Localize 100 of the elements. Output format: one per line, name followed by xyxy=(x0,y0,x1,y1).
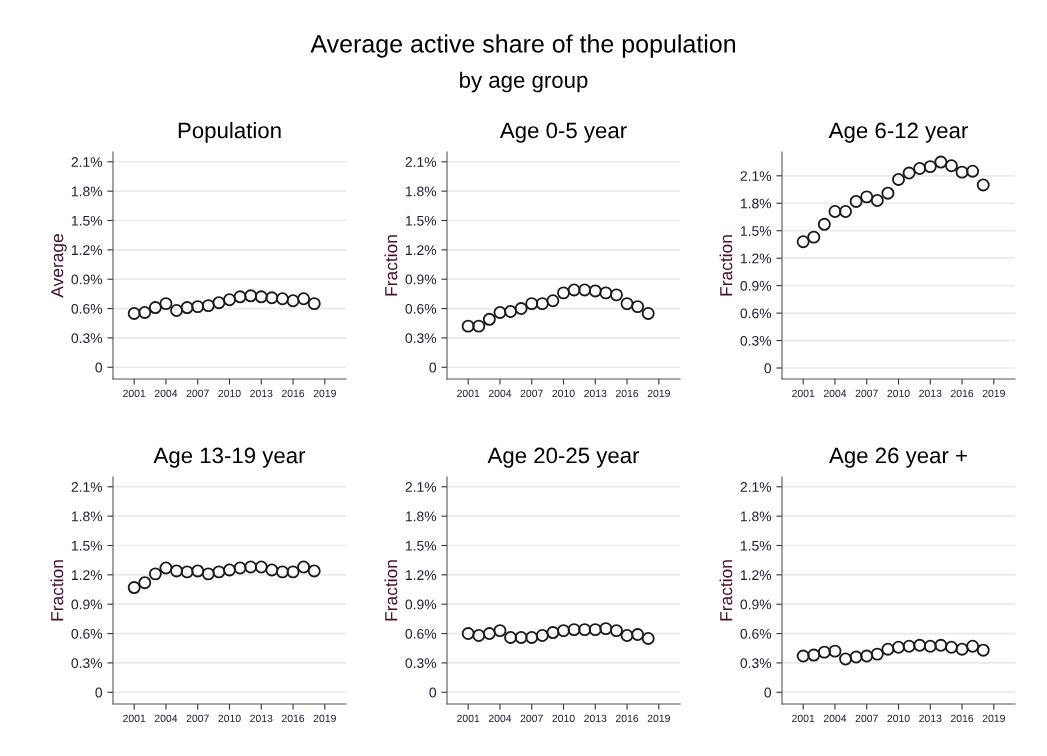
x-tick-label: 2010 xyxy=(552,714,575,723)
point xyxy=(191,300,205,314)
chart-title: Population xyxy=(178,122,281,143)
point xyxy=(286,565,300,579)
point xyxy=(254,560,268,574)
x-tick-label: 2004 xyxy=(488,714,512,723)
x-tick-label: 2004 xyxy=(823,389,847,398)
y-axis-title: Fraction xyxy=(719,560,733,621)
point xyxy=(976,643,990,657)
point xyxy=(254,290,268,304)
chart-title: Age 13-19 year xyxy=(153,447,306,468)
x-tick-label: 2001 xyxy=(792,389,815,398)
y-tick-label: 1.5% xyxy=(740,226,772,236)
point xyxy=(212,565,226,579)
y-tick-label: 0.9% xyxy=(71,599,103,610)
y-tick-label: 1.8% xyxy=(405,511,437,522)
y-tick-label: 0.6% xyxy=(405,303,437,314)
point xyxy=(127,306,141,320)
point xyxy=(482,312,496,326)
y-tick-label: 0 xyxy=(429,687,437,698)
y-tick-label: 1.5% xyxy=(405,215,437,226)
point xyxy=(923,639,937,653)
point xyxy=(902,639,916,653)
point xyxy=(275,292,289,306)
x-tick-label: 2007 xyxy=(855,389,878,398)
y-tick-label: 0.9% xyxy=(405,599,437,610)
x-tick-label: 2013 xyxy=(584,389,607,398)
point xyxy=(223,293,236,307)
y-tick-label: 0.6% xyxy=(405,628,437,639)
y-tick-label: 1.2% xyxy=(740,253,772,264)
point xyxy=(817,217,831,231)
y-tick-label: 0.6% xyxy=(740,628,772,639)
text: by age group xyxy=(460,71,588,93)
x-tick-label: 2007 xyxy=(520,389,543,398)
point xyxy=(223,563,236,577)
point xyxy=(127,581,141,595)
point xyxy=(860,649,874,663)
x-tick-label: 2019 xyxy=(982,714,1005,723)
point xyxy=(976,178,990,192)
x-tick-label: 2013 xyxy=(919,714,942,723)
point xyxy=(966,164,980,178)
point xyxy=(849,650,863,664)
point xyxy=(870,647,884,661)
point xyxy=(609,288,623,302)
point xyxy=(148,301,162,315)
point xyxy=(588,284,602,298)
y-tick-label: 1.5% xyxy=(71,215,103,226)
point xyxy=(461,319,475,333)
point xyxy=(796,649,810,663)
y-tick-label: 1.8% xyxy=(405,186,437,197)
x-tick-label: 2016 xyxy=(950,714,974,723)
x-tick-label: 2019 xyxy=(647,714,670,723)
point xyxy=(631,300,645,314)
point xyxy=(180,301,194,315)
x-tick-label: 2019 xyxy=(647,389,670,398)
y-tick-label: 2.1% xyxy=(71,482,103,492)
y-tick-label: 0.3% xyxy=(71,333,103,344)
y-tick-label: 2.1% xyxy=(740,482,772,492)
point xyxy=(191,564,205,578)
point xyxy=(138,306,152,319)
point xyxy=(233,290,247,304)
point xyxy=(525,297,539,311)
y-axis-title: Average xyxy=(51,234,67,298)
y-tick-label: 0 xyxy=(764,363,772,374)
point xyxy=(148,567,162,581)
x-tick-label: 2004 xyxy=(154,389,178,398)
y-tick-label: 2.1% xyxy=(740,171,772,181)
y-tick-label: 1.8% xyxy=(71,186,103,197)
y-axis-title: Fraction xyxy=(719,235,733,296)
chart-title: Age 6-12 year xyxy=(828,122,968,143)
y-tick-label: 1.2% xyxy=(71,245,103,255)
point xyxy=(913,638,927,652)
point xyxy=(472,319,486,333)
x-tick-label: 2019 xyxy=(313,714,336,723)
x-tick-label: 2007 xyxy=(186,389,209,398)
point xyxy=(297,560,311,574)
y-tick-label: 0.9% xyxy=(405,274,437,285)
x-tick-label: 2001 xyxy=(123,389,146,398)
y-tick-label: 0.3% xyxy=(740,658,772,669)
x-tick-label: 2016 xyxy=(615,714,639,723)
point xyxy=(944,159,958,173)
y-tick-label: 1.2% xyxy=(405,570,437,580)
y-tick-label: 1.5% xyxy=(71,540,103,551)
point xyxy=(514,302,528,316)
text: Average active share of the population xyxy=(310,34,736,58)
point xyxy=(180,565,194,579)
point xyxy=(902,166,916,180)
y-tick-label: 1.5% xyxy=(405,540,437,551)
point xyxy=(796,235,810,249)
x-tick-label: 2007 xyxy=(186,714,209,723)
point xyxy=(265,291,279,305)
x-tick-label: 2019 xyxy=(982,389,1005,398)
point xyxy=(934,155,948,169)
point xyxy=(170,304,184,317)
y-tick-label: 0.6% xyxy=(740,308,772,319)
chart-title: Age 0-5 year xyxy=(499,122,627,143)
y-tick-label: 1.5% xyxy=(740,540,772,551)
x-tick-label: 2013 xyxy=(584,714,607,723)
y-tick-label: 0.6% xyxy=(71,303,103,314)
y-tick-label: 1.2% xyxy=(740,570,772,580)
